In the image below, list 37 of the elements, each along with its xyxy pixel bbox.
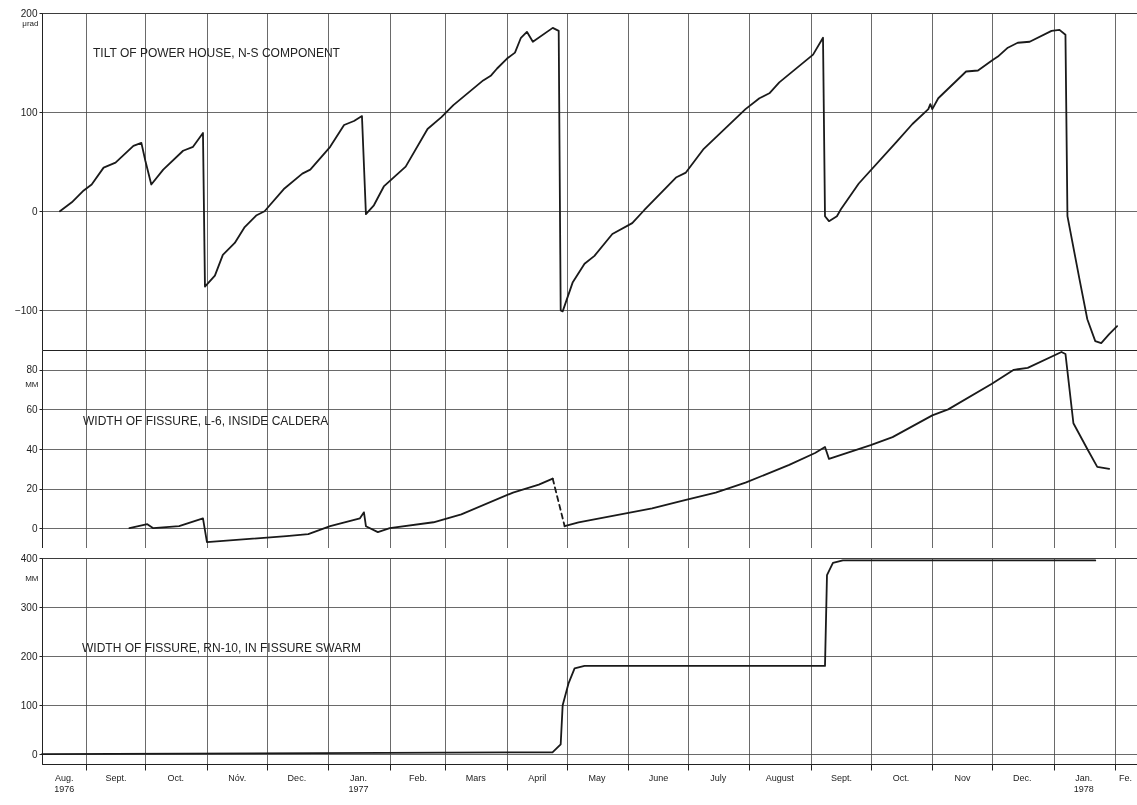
x-tick-label: Jan. 1977 [348, 772, 369, 794]
y-tick-label: −100 [14, 304, 38, 316]
x-tick-label: Mars [465, 772, 487, 783]
y-tick-label: 0 [31, 522, 38, 534]
y-tick-label: 0 [31, 205, 38, 217]
y-tick-label: 0 [31, 748, 38, 760]
y-tick-label: 20 [26, 483, 38, 495]
x-tick-label: Oct. [892, 772, 910, 783]
x-tick-label: Nóv. [228, 772, 247, 783]
y-tick-label: 400 [20, 552, 38, 564]
x-tick-label: August [765, 772, 795, 783]
x-tick-label: Jan. 1978 [1073, 772, 1094, 794]
x-tick-label: Sept. [830, 772, 852, 783]
x-tick-label: April [528, 772, 547, 783]
y-tick-label: 300 [20, 601, 38, 613]
y-tick-label: 40 [26, 443, 38, 455]
y-tick-label: 60 [26, 403, 38, 415]
x-tick-label: Fe. [1119, 772, 1133, 783]
x-tick-label: Aug. 1976 [54, 772, 75, 794]
y-tick-label: 100 [20, 699, 38, 711]
x-tick-label: Dec. [1012, 772, 1032, 783]
x-tick-label: May [588, 772, 606, 783]
x-tick-label: Sept. [105, 772, 127, 783]
y-axis-title: MM [25, 379, 39, 389]
y-tick-label: 80 [26, 364, 38, 376]
y-axis-title: μrad [22, 18, 39, 28]
y-tick-label: 200 [20, 7, 38, 19]
x-tick-label: Dec. [287, 772, 307, 783]
x-tick-label: July [710, 772, 727, 783]
x-tick-label: June [648, 772, 669, 783]
y-axis-title: MM [25, 573, 39, 583]
x-tick-label: Oct. [167, 772, 184, 783]
y-tick-label: 100 [20, 106, 38, 118]
line-series [58, 26, 1119, 344]
y-tick-label: 200 [20, 650, 38, 662]
x-tick-label: Feb. [409, 772, 428, 783]
x-tick-label: Nov [954, 772, 972, 783]
